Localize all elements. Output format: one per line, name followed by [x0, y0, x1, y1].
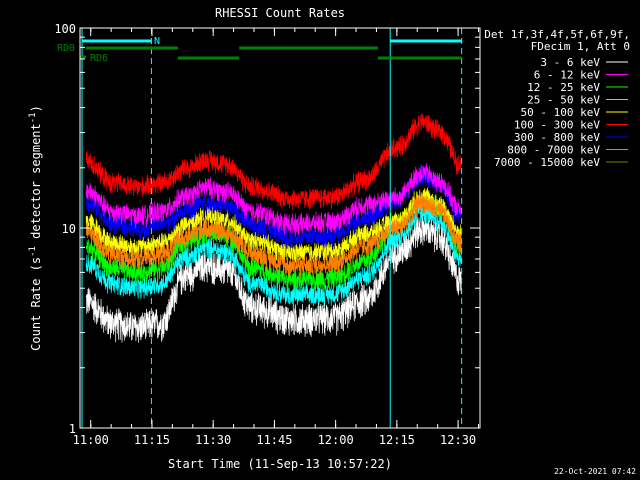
y-label-main: Count Rate (s	[29, 257, 43, 351]
x-tick-label: 12:15	[379, 433, 415, 447]
chart-title: RHESSI Count Rates	[215, 6, 345, 20]
y-axis-ticks: 1 10 100	[54, 22, 480, 436]
series-line-3-6-kev-kev	[85, 213, 462, 343]
x-tick-label: 11:30	[195, 433, 231, 447]
y-label-sup2: -1	[28, 112, 38, 123]
legend-header-line2: FDecim 1, Att 0	[531, 40, 630, 53]
series-layer	[85, 113, 462, 343]
series-line-6-12-kev-kev	[85, 162, 462, 237]
x-tick-label: 11:15	[134, 433, 170, 447]
y-tick-label: 100	[54, 22, 76, 36]
x-tick-label: 11:45	[256, 433, 292, 447]
x-tick-label: 12:00	[318, 433, 354, 447]
y-label-sup1: -1	[28, 246, 38, 257]
rd0-flag-label: RD0	[57, 43, 75, 54]
series-line-25-50-kev-kev	[85, 203, 462, 307]
y-label-mid: detector segment	[29, 123, 43, 246]
y-label-end: )	[29, 105, 43, 112]
legend-entry-label: 800 - 7000 keV	[507, 144, 600, 157]
series-line-300-800-kev-kev	[85, 165, 462, 249]
x-tick-label: 12:30	[440, 433, 476, 447]
y-tick-label: 10	[62, 222, 76, 236]
legend: Det 1f,3f,4f,5f,6f,9f, FDecim 1, Att 0 3…	[484, 28, 630, 169]
legend-entry-label: 12 - 25 keV	[527, 81, 600, 94]
flag-layer: RD0 RD6 N	[57, 28, 463, 428]
legend-entry-label: 300 - 800 keV	[514, 131, 600, 144]
legend-entry-label: 100 - 300 keV	[514, 119, 600, 132]
legend-header-line1: Det 1f,3f,4f,5f,6f,9f,	[484, 28, 630, 41]
legend-entry-label: 7000 - 15000 keV	[494, 156, 600, 169]
y-tick-label: 1	[69, 422, 76, 436]
x-tick-label: 11:00	[73, 433, 109, 447]
x-axis-ticks: 11:00 11:15 11:30 11:45 12:00 12:15 12:30	[73, 28, 479, 447]
night-flag-label: N	[154, 36, 160, 47]
series-line-100-300-kev-kev	[85, 113, 462, 210]
rd6-flag-label: RD6	[90, 53, 108, 64]
date-stamp: 22-Oct-2021 07:42	[554, 467, 636, 476]
series-line-800-7000-kev-kev	[85, 192, 462, 277]
legend-entry-label: 50 - 100 keV	[521, 106, 601, 119]
legend-entry-label: 3 - 6 keV	[540, 56, 600, 69]
legend-entry-label: 6 - 12 keV	[534, 69, 601, 82]
legend-entry-label: 25 - 50 keV	[527, 94, 600, 107]
x-axis-label: Start Time (11-Sep-13 10:57:22)	[168, 457, 392, 471]
y-axis-label: Count Rate (s-1 detector segment-1)	[28, 105, 43, 351]
